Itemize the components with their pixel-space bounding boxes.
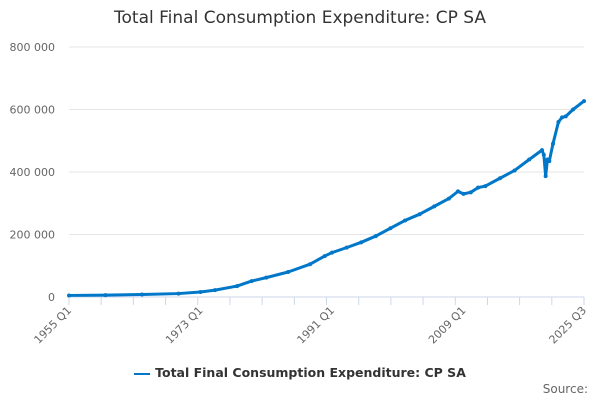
data-point bbox=[213, 288, 218, 293]
data-point bbox=[198, 290, 203, 294]
x-tick-label: 2025 Q3 bbox=[547, 304, 590, 347]
data-point bbox=[476, 185, 481, 190]
y-tick-label: 400 000 bbox=[10, 166, 56, 179]
data-point bbox=[483, 184, 488, 189]
data-point bbox=[563, 114, 568, 119]
data-point bbox=[344, 245, 349, 250]
x-tick-label: 2009 Q1 bbox=[426, 304, 469, 347]
y-tick-label: 0 bbox=[48, 291, 55, 304]
data-point bbox=[455, 189, 460, 194]
data-point bbox=[432, 204, 437, 209]
data-point bbox=[140, 292, 145, 297]
data-point bbox=[527, 157, 532, 162]
data-point bbox=[556, 120, 561, 124]
series-line bbox=[68, 99, 585, 297]
chart-title: Total Final Consumption Expenditure: CP … bbox=[114, 8, 486, 28]
data-point bbox=[512, 168, 517, 173]
data-point bbox=[235, 284, 240, 289]
data-point bbox=[560, 115, 565, 120]
data-point bbox=[497, 176, 502, 181]
y-tick-label: 600 000 bbox=[10, 104, 56, 117]
data-point bbox=[550, 141, 555, 146]
y-tick-label: 800 000 bbox=[10, 41, 56, 54]
y-tick-label: 200 000 bbox=[10, 229, 56, 242]
data-point bbox=[103, 293, 108, 298]
data-point bbox=[543, 174, 548, 179]
legend-swatch bbox=[134, 372, 151, 375]
data-point bbox=[541, 152, 546, 157]
source-label: Source: bbox=[542, 382, 588, 396]
data-point bbox=[547, 159, 552, 164]
data-point bbox=[582, 99, 586, 104]
x-tick-label: 1973 Q1 bbox=[163, 304, 206, 347]
data-point bbox=[249, 279, 254, 284]
data-point bbox=[417, 212, 422, 217]
data-point bbox=[388, 226, 393, 231]
data-point bbox=[446, 196, 451, 201]
data-point bbox=[461, 191, 466, 196]
data-point bbox=[359, 240, 364, 245]
legend-item[interactable]: Total Final Consumption Expenditure: CP … bbox=[0, 365, 600, 380]
legend-label: Total Final Consumption Expenditure: CP … bbox=[155, 365, 466, 380]
data-point bbox=[403, 218, 408, 223]
data-point bbox=[373, 234, 378, 239]
data-point bbox=[571, 107, 576, 112]
data-point bbox=[308, 262, 313, 267]
x-tick-label: 1991 Q1 bbox=[295, 304, 338, 347]
data-point bbox=[539, 148, 544, 153]
data-point bbox=[67, 293, 71, 298]
data-point bbox=[329, 250, 334, 255]
x-tick-label: 1955 Q1 bbox=[32, 304, 75, 347]
data-point bbox=[264, 275, 269, 280]
data-point bbox=[322, 254, 327, 259]
data-point bbox=[286, 270, 291, 274]
data-point bbox=[176, 291, 181, 296]
data-point bbox=[468, 190, 473, 195]
